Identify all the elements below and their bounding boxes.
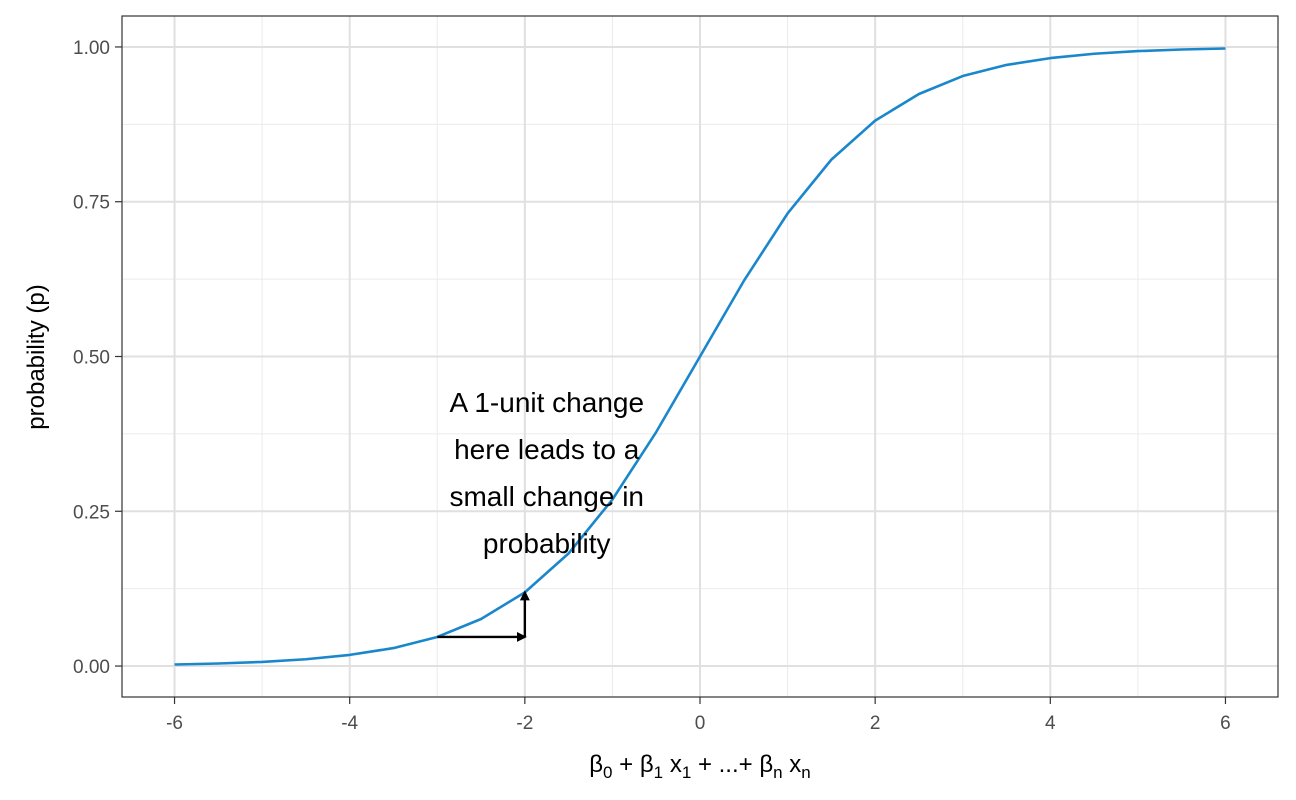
annotation-line: A 1-unit change [449,387,644,418]
x-tick-label: 6 [1220,713,1231,734]
y-axis-title: probability (p) [23,284,50,429]
x-tick-label: -6 [166,713,183,734]
series-layer [174,47,1226,666]
x-axis-ticks: -6 -4 -2 0 2 4 6 [166,697,1231,734]
logistic-curve [174,47,1226,666]
x-tick-label: 2 [870,713,881,734]
annotation-line: small change in [449,481,644,512]
annotation-text: A 1-unit change here leads to a small chan… [449,387,644,559]
arrow-layer [437,590,530,642]
x-tick-label: -2 [516,713,533,734]
x-tick-label: 4 [1045,713,1056,734]
annotation-line: probability [483,528,611,559]
y-tick-label: 0.75 [73,193,110,214]
y-axis-ticks: 0.00 0.25 0.50 0.75 1.00 [73,38,122,678]
y-tick-label: 0.50 [73,348,110,369]
y-tick-label: 1.00 [73,38,110,59]
annotation-line: here leads to a [454,434,640,465]
x-tick-label: 0 [695,713,706,734]
x-tick-label: -4 [341,713,358,734]
x-axis-title: β0 + β1 x1 + ...+ βn xn [589,751,811,782]
y-tick-label: 0.25 [73,502,110,523]
y-tick-label: 0.00 [73,657,110,678]
